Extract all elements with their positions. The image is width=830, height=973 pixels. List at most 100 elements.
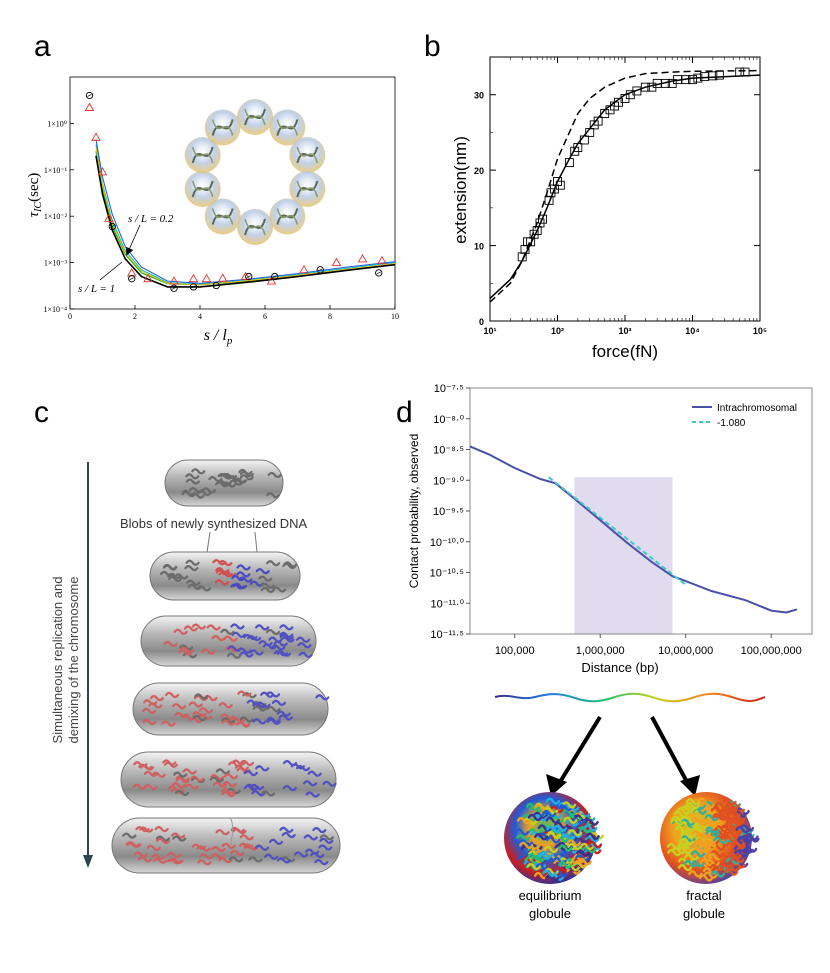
globule-strand [705,829,720,837]
fractal-globule [660,792,760,884]
dna-squiggle [236,721,251,728]
globule-strand [722,807,738,815]
chart-a-ylabel: τIC(sec) [26,173,44,218]
globule-strand [680,818,696,826]
dna-squiggle [239,471,254,478]
annotation-arrow-0.2 [125,224,141,256]
chart-b-xtick-label: 10⁵ [753,326,767,336]
dna-squiggle [266,705,281,713]
dna-squiggle [266,560,281,567]
dna-squiggle [223,635,238,642]
chart-d-fit-line [548,476,687,586]
dna-squiggle [172,835,187,842]
chart-b-frame [489,56,761,322]
dna-squiggle [302,780,318,787]
chart-d-ytick-label: 10⁻⁷·⁵ [434,383,464,395]
globule-strand [584,835,600,843]
globule-strand [667,848,682,857]
chart-a-point-circle [212,281,220,290]
chart-b-dashed-curve [489,69,761,303]
dna-squiggle [228,479,244,486]
chart-d-ytick-label: 10⁻¹¹·⁰ [431,598,465,610]
globule-strand [702,867,718,875]
dna-squiggle [231,575,246,582]
dna-squiggle [238,576,253,583]
globule-strand [553,824,568,832]
dna-squiggle [303,834,318,841]
chart-b-point-square [714,70,724,80]
dna-squiggle [161,720,176,727]
globule-strand [546,830,562,839]
cell-capsule [164,459,284,507]
chart-a-xtick-label: 0 [68,312,72,321]
chart-b: 10¹ 10² 10³ 10⁴ 10⁵ 0 10 20 30 force(fN) extensi… [451,56,767,361]
dna-squiggle [279,631,294,638]
capsule-body [132,682,329,736]
chart-b-point-square [517,252,527,262]
globule-strand [584,818,599,826]
dna-squiggle [276,857,292,864]
dna-squiggle [231,759,246,766]
dna-squiggle [215,768,230,775]
chart-b-xtick-label: 10³ [618,326,631,336]
dna-squiggle [248,856,263,863]
chart-b-ytick-label: 10 [474,242,484,252]
arrow-to-fractal [650,716,689,783]
dna-squiggle [251,790,266,797]
dna-squiggle [221,719,236,726]
chart-d-ytick-label: 10⁻⁸·⁰ [433,414,464,426]
globule-strand [730,839,745,848]
dna-squiggle [189,716,204,724]
globule-strand [724,821,740,829]
dna-squiggle [163,761,179,768]
dna-squiggle [272,586,287,593]
globule-strand [676,807,691,815]
globule-strand [680,805,695,813]
chart-a-point-circle [316,266,324,274]
dna-squiggle [221,717,236,724]
globule-strand [725,857,741,865]
chart-a-ytick-label: 1×10⁻³ [44,259,68,268]
dna-squiggle [125,841,140,848]
cell-capsule [120,751,337,808]
dna-squiggle [232,477,248,484]
chart-b-point-square [573,143,583,152]
dna-squiggle [265,492,281,499]
globule-strand [679,837,694,846]
chart-d-ytick-label: 10⁻¹⁰·⁵ [430,568,464,580]
dna-squiggle [133,851,148,858]
dna-squiggle [206,624,221,631]
cell-capsule [149,551,301,601]
dna-squiggle [268,838,284,845]
chart-a-point-circle [128,275,136,283]
dna-squiggle [243,634,258,641]
dna-squiggle [282,760,298,767]
dna-squiggle [185,478,200,485]
dna-squiggle [160,570,175,578]
dna-squiggle [276,710,291,717]
chart-a-point-triangle [217,273,228,282]
chart-b-xtick-label: 10⁴ [685,326,699,336]
chart-a-point-triangle [201,273,212,283]
dna-squiggle [169,857,184,864]
globule-strand [722,798,737,806]
dna-helix-strand [244,108,266,126]
globule-strand [561,801,577,809]
chart-a-point-triangle [84,102,95,111]
dna-squiggle [271,644,286,651]
globule-strand [703,821,718,829]
globule-strand [527,853,542,861]
globule-strand [527,813,543,822]
dna-squiggle [243,784,258,792]
dna-squiggle [230,849,245,856]
dna-squiggle [294,851,309,858]
chart-a-point-circle [189,283,198,291]
globule-strand [725,830,740,839]
vertical-label-line2: demixing of the chromosome [66,577,81,744]
dna-squiggle [209,776,224,783]
globule-strand [666,842,682,851]
dna-squiggle [239,474,254,481]
dna-squiggle [155,837,171,845]
dna-squiggle [279,624,294,631]
dna-helix-strand [211,119,234,136]
